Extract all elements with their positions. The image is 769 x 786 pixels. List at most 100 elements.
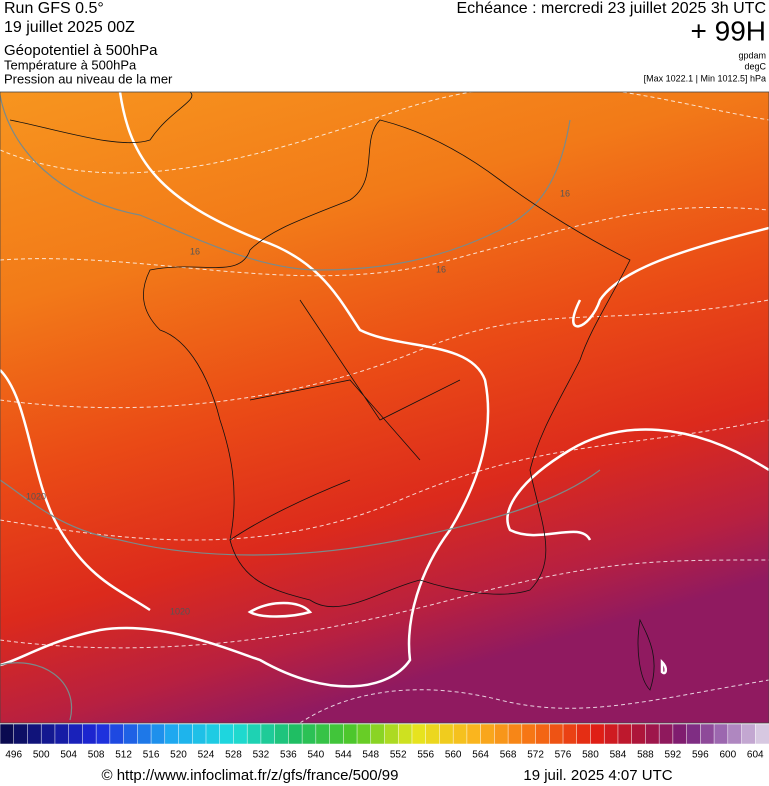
scale-label: 584 [610,750,627,761]
generated-time: 19 juil. 2025 4:07 UTC [523,767,672,784]
color-swatch [755,723,769,745]
isobars [0,94,601,721]
color-swatch [40,723,56,745]
field-label: Température à 500hPa [4,57,137,72]
scale-label: 572 [527,750,544,761]
color-swatch [315,723,331,745]
scale-label: 548 [362,750,379,761]
borders [9,91,655,691]
color-swatch [343,723,358,745]
contour-labels: 16 16 16 1020 1020 [26,188,570,616]
map: 16 16 16 1020 1020 [0,85,769,724]
scale-label: 536 [280,750,297,761]
geopotential-contours [0,91,769,688]
color-swatch [137,723,152,745]
color-swatch [329,723,345,745]
color-swatch [260,723,276,745]
valid-time: Echéance : mercredi 23 juillet 2025 3h U… [457,0,767,17]
color-swatch [727,723,743,745]
color-swatch [192,723,207,745]
color-swatch [713,723,729,745]
lead-time: + 99H [691,15,767,46]
scale-label: 556 [417,750,434,761]
color-swatch [356,723,372,745]
map-frame [0,91,769,724]
scale-label: 496 [5,750,22,761]
color-swatch [13,723,29,745]
color-swatch [741,723,757,745]
color-swatch [425,723,441,745]
color-swatch [645,723,660,745]
color-swatch [68,723,84,745]
color-swatch [603,723,619,745]
color-swatch [397,723,413,745]
scale-label: 532 [253,750,270,761]
scale-label: 504 [60,750,77,761]
color-swatch [219,723,235,745]
field-label: Géopotentiel à 500hPa [4,42,158,59]
run-date: 19 juillet 2025 00Z [4,19,135,36]
color-swatch [233,723,248,745]
color-swatch [123,723,139,745]
field-label: Pression au niveau de la mer [4,71,173,86]
color-swatch [411,723,427,745]
color-swatch [82,723,97,745]
color-swatch [178,723,193,745]
color-swatch [535,723,551,745]
scale-label: 520 [170,750,187,761]
run-title: Run GFS 0.5° [4,0,104,17]
scale-label: 604 [747,750,764,761]
color-swatch [672,723,688,745]
pressure-range: [Max 1022.1 | Min 1012.5] hPa [644,73,766,83]
scale-label: 512 [115,750,132,761]
contour-label: 1020 [26,491,46,501]
contour-label: 1020 [170,606,190,616]
color-swatch [246,723,262,745]
color-swatch [631,723,647,745]
scale-label: 544 [335,750,352,761]
scale-label: 592 [665,750,682,761]
color-swatch [562,723,578,745]
scale-label: 560 [445,750,462,761]
scale-label: 600 [719,750,736,761]
color-swatch [54,723,70,745]
color-swatch [439,723,454,745]
contour-label: 16 [436,264,446,274]
color-swatch [0,723,15,745]
scale-label: 588 [637,750,654,761]
unit-label: degC [744,61,766,71]
color-swatch [549,723,564,745]
scale-label: 500 [33,750,50,761]
scale-label: 508 [88,750,105,761]
color-swatch [494,723,509,745]
color-swatch [590,723,605,745]
color-swatch [507,723,523,745]
scale-label: 528 [225,750,242,761]
color-swatch [95,723,111,745]
scale-label: 568 [500,750,517,761]
color-scale: 496 500 504 508 512 516 520 524 528 532 536 540 544 5… [0,723,769,761]
scale-label: 564 [472,750,489,761]
color-swatch [370,723,386,745]
color-swatch [274,723,290,745]
color-swatch [384,723,399,745]
scale-label: 576 [555,750,572,761]
color-swatch [452,723,468,745]
color-swatch [164,723,180,745]
scale-label: 596 [692,750,709,761]
color-swatch [27,723,42,745]
color-swatch [205,723,221,745]
color-swatch [288,723,303,745]
color-swatch [480,723,496,745]
color-swatch [700,723,715,745]
color-swatch [150,723,166,745]
scale-label: 516 [143,750,160,761]
color-swatch [109,723,125,745]
color-swatch [576,723,592,745]
isotherms [0,85,769,724]
color-swatch [686,723,702,745]
color-swatch [658,723,674,745]
scale-label: 540 [307,750,324,761]
